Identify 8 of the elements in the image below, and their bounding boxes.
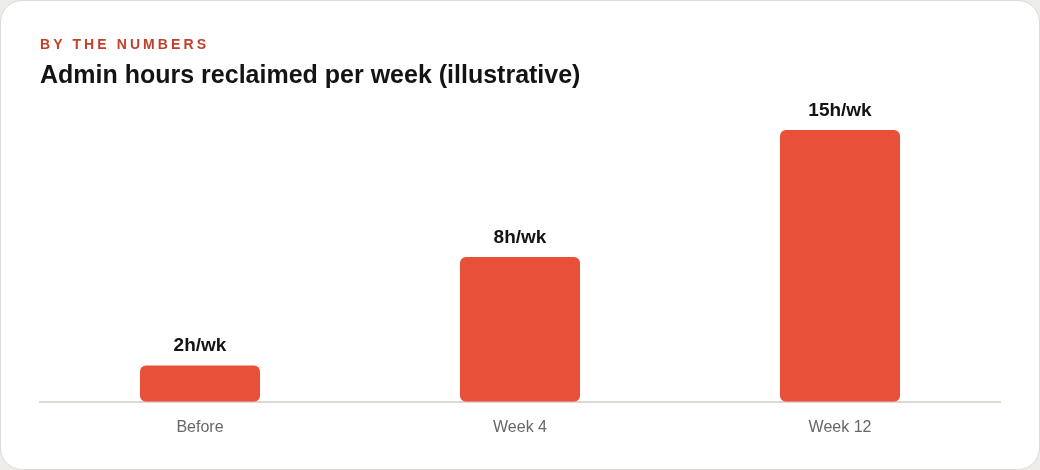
data-label: 2h/wk — [173, 334, 227, 356]
data-label: 15h/wk — [808, 98, 873, 120]
data-label: 8h/wk — [493, 225, 547, 247]
x-tick-label: Week 4 — [493, 417, 548, 435]
chart-title: Admin hours reclaimed per week (illustrative) — [40, 60, 581, 89]
x-tick-label: Before — [176, 417, 224, 435]
chart-subtitle: BY THE NUMBERS — [40, 36, 210, 52]
x-tick-label: Week 12 — [808, 417, 872, 435]
